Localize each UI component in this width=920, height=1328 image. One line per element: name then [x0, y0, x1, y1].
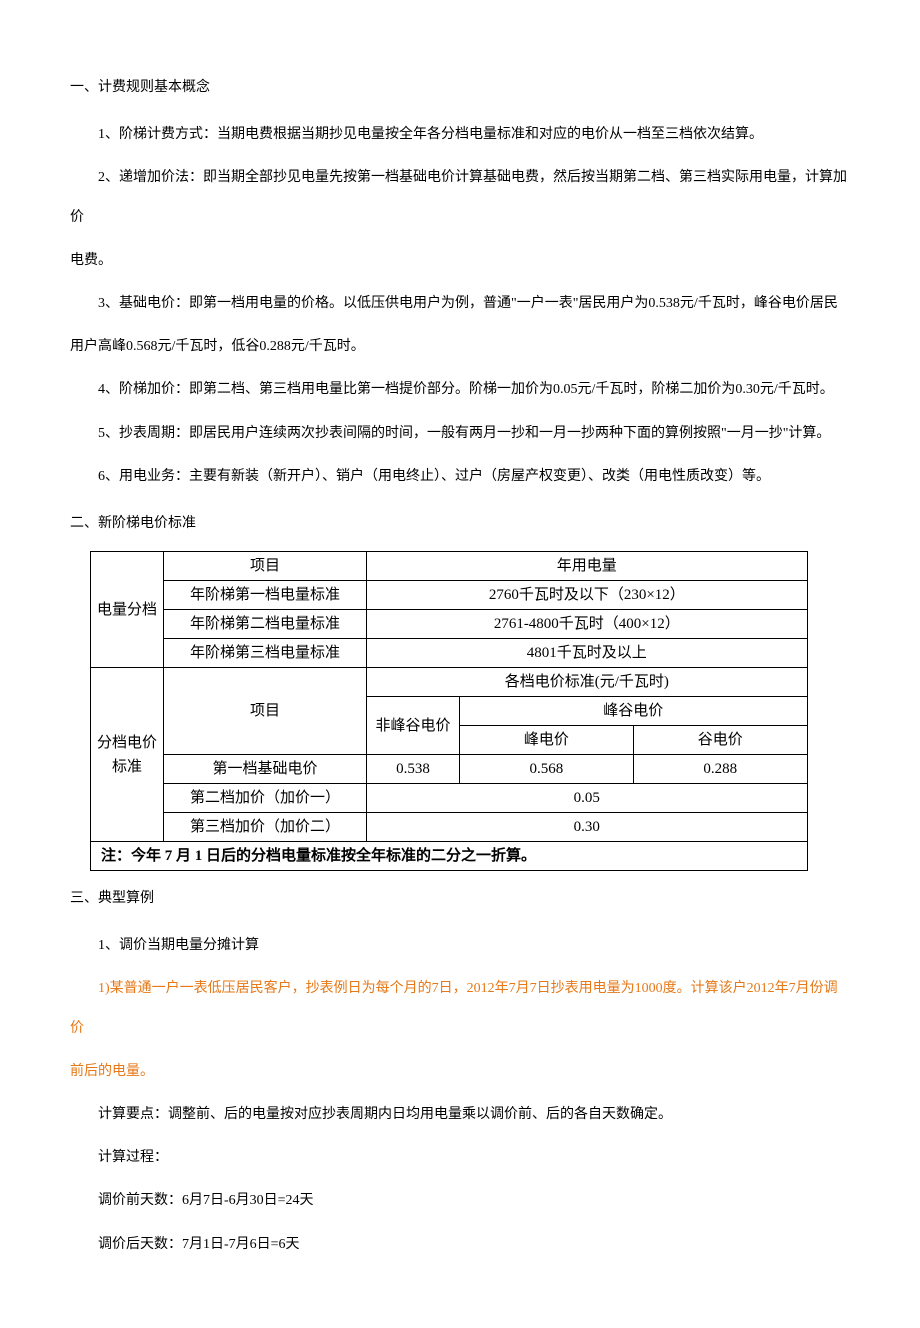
tier1-label: 第一档基础电价: [164, 755, 367, 784]
s1-p3b: 用户高峰0.568元/千瓦时，低谷0.288元/千瓦时。: [70, 327, 850, 366]
s3-p2: 计算过程：: [70, 1138, 850, 1177]
table-note: 注：今年 7 月 1 日后的分档电量标准按全年标准的二分之一折算。: [91, 842, 808, 871]
tier1-valley: 0.288: [633, 755, 807, 784]
nonpeak: 非峰谷电价: [367, 697, 460, 755]
s3-p3: 调价前天数：6月7日-6月30日=24天: [70, 1181, 850, 1220]
table-row: 年阶梯第三档电量标准 4801千瓦时及以上: [91, 639, 808, 668]
col-item: 项目: [164, 552, 367, 581]
table-row: 年阶梯第二档电量标准 2761-4800千瓦时（400×12）: [91, 610, 808, 639]
table-row: 第三档加价（加价二） 0.30: [91, 813, 808, 842]
s3-orange1: 1)某普通一户一表低压居民客户，抄表例日为每个月的7日，2012年7月7日抄表用…: [70, 969, 850, 1047]
tier1-val: 2760千瓦时及以下（230×12）: [367, 581, 808, 610]
tier3-val: 4801千瓦时及以上: [367, 639, 808, 668]
section3-heading: 三、典型算例: [70, 879, 850, 918]
s3-orange1b: 前后的电量。: [70, 1052, 850, 1091]
s1-p2: 2、递增加价法：即当期全部抄见电量先按第一档基础电价计算基础电费，然后按当期第二…: [70, 158, 850, 236]
peak: 峰电价: [460, 726, 634, 755]
tier2-val2: 0.05: [367, 784, 808, 813]
s3-p1: 计算要点：调整前、后的电量按对应抄表周期内日均用电量乘以调价前、后的各自天数确定…: [70, 1095, 850, 1134]
s1-p5: 5、抄表周期：即居民用户连续两次抄表间隔的时间，一般有两月一抄和一月一抄两种下面…: [70, 414, 850, 453]
table-row: 分档电价标准 项目 各档电价标准(元/千瓦时): [91, 668, 808, 697]
table-row: 电量分档 项目 年用电量: [91, 552, 808, 581]
table-row: 第二档加价（加价一） 0.05: [91, 784, 808, 813]
tier2-label: 第二档加价（加价一）: [164, 784, 367, 813]
peakvalley: 峰谷电价: [460, 697, 808, 726]
tier1-peak: 0.568: [460, 755, 634, 784]
tier2-val: 2761-4800千瓦时（400×12）: [367, 610, 808, 639]
s1-p3: 3、基础电价：即第一档用电量的价格。以低压供电用户为例，普通"一户一表"居民用户…: [70, 284, 850, 323]
s1-p1: 1、阶梯计费方式：当期电费根据当期抄见电量按全年各分档电量标准和对应的电价从一档…: [70, 115, 850, 154]
table-row: 第一档基础电价 0.538 0.568 0.288: [91, 755, 808, 784]
qty-tier-header: 电量分档: [91, 552, 164, 668]
table-row: 注：今年 7 月 1 日后的分档电量标准按全年标准的二分之一折算。: [91, 842, 808, 871]
s1-p2b: 电费。: [70, 241, 850, 280]
tier3-val2: 0.30: [367, 813, 808, 842]
col-standard: 各档电价标准(元/千瓦时): [367, 668, 808, 697]
price-table: 电量分档 项目 年用电量 年阶梯第一档电量标准 2760千瓦时及以下（230×1…: [90, 551, 808, 871]
valley: 谷电价: [633, 726, 807, 755]
s3-sub1: 1、调价当期电量分摊计算: [70, 926, 850, 965]
table-row: 年阶梯第一档电量标准 2760千瓦时及以下（230×12）: [91, 581, 808, 610]
tier1-nonpeak: 0.538: [367, 755, 460, 784]
s1-p4: 4、阶梯加价：即第二档、第三档用电量比第一档提价部分。阶梯一加价为0.05元/千…: [70, 370, 850, 409]
tier1-item: 年阶梯第一档电量标准: [164, 581, 367, 610]
section1-heading: 一、计费规则基本概念: [70, 68, 850, 107]
s3-p4: 调价后天数：7月1日-7月6日=6天: [70, 1225, 850, 1264]
col-usage: 年用电量: [367, 552, 808, 581]
tier3-item: 年阶梯第三档电量标准: [164, 639, 367, 668]
tier3-label: 第三档加价（加价二）: [164, 813, 367, 842]
col-item2: 项目: [164, 668, 367, 755]
price-tier-header: 分档电价标准: [91, 668, 164, 842]
section2-heading: 二、新阶梯电价标准: [70, 504, 850, 543]
s1-p6: 6、用电业务：主要有新装（新开户）、销户（用电终止）、过户（房屋产权变更）、改类…: [70, 457, 850, 496]
tier2-item: 年阶梯第二档电量标准: [164, 610, 367, 639]
